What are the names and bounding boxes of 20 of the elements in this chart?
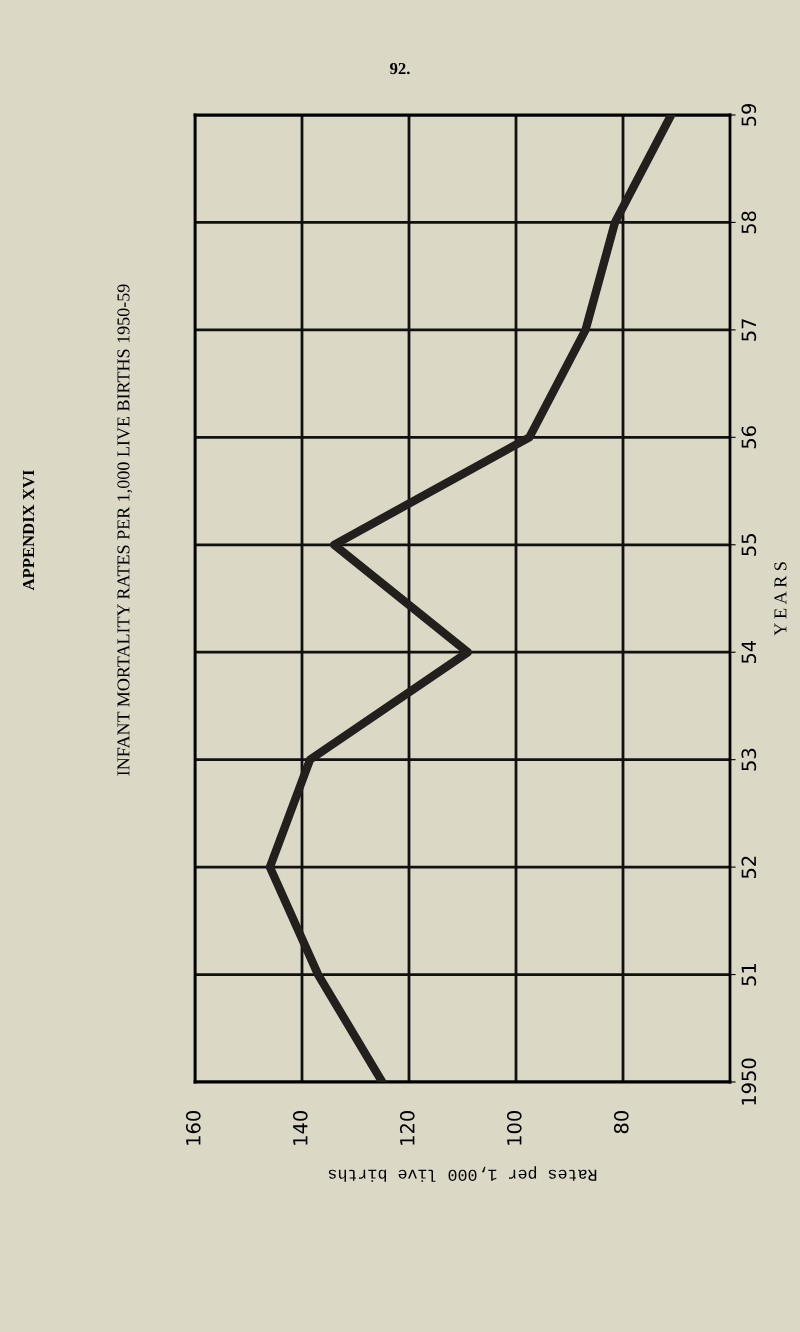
y-tick-label: 57	[741, 319, 757, 341]
y-tick-label: 54	[741, 640, 757, 664]
x-axis-title: Rates per 1,000 live births	[328, 1166, 597, 1182]
y-tick-label: 1950	[741, 1058, 757, 1105]
y-axis-title: Y E A R S	[774, 562, 787, 636]
text: 92.	[390, 62, 410, 75]
y-tick-label: 51	[741, 963, 757, 986]
x-tick-label: 160	[185, 1111, 201, 1145]
y-tick-label: 55	[741, 534, 757, 556]
y-tick-label: 56	[741, 426, 757, 449]
y-tick-label: 53	[741, 748, 757, 771]
text: INFANT MORTALITY RATES PER 1,000 LIVE BIRTHS 1950-59	[117, 284, 133, 776]
text: APPENDIX XVI	[23, 470, 35, 591]
y-tick-label: 52	[741, 856, 757, 878]
x-tick-label: 100	[506, 1111, 522, 1145]
y-tick-label: 58	[741, 211, 757, 234]
x-tick-label: 80	[613, 1111, 629, 1134]
y-tick-label: 59	[741, 104, 757, 126]
x-tick-label: 140	[292, 1111, 308, 1145]
x-tick-label: 120	[399, 1111, 415, 1145]
